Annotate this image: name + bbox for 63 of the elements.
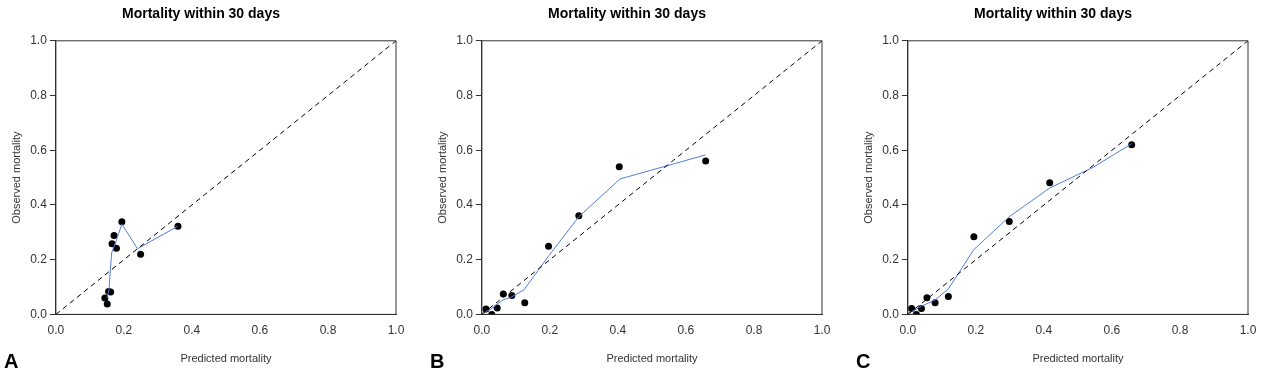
x-tick-label: 0.2 bbox=[541, 322, 559, 337]
point bbox=[103, 300, 111, 308]
text: B bbox=[430, 349, 445, 372]
x-tick-label: 0.6 bbox=[251, 322, 269, 337]
point bbox=[137, 250, 145, 258]
y-tick-label: 0.0 bbox=[882, 306, 900, 321]
x-axis-title: Predicted mortality bbox=[1032, 352, 1124, 365]
x-axis-title: Predicted mortality bbox=[180, 352, 272, 365]
point bbox=[493, 304, 501, 312]
point bbox=[944, 293, 952, 301]
text: C bbox=[856, 349, 871, 372]
x-tick-label: 0.2 bbox=[115, 322, 133, 337]
x-tick-label: 1.0 bbox=[1239, 322, 1257, 337]
text: A bbox=[4, 349, 19, 372]
point bbox=[702, 157, 710, 165]
y-tick-label: 0.0 bbox=[456, 306, 474, 321]
x-tick-label: 0.8 bbox=[1171, 322, 1189, 337]
y-axis-title: Observed mortality bbox=[861, 130, 874, 224]
y-tick-label: 1.0 bbox=[30, 33, 48, 48]
chart-title: Mortality within 30 days bbox=[122, 5, 281, 22]
point bbox=[499, 290, 507, 298]
y-tick-label: 0.2 bbox=[456, 251, 474, 266]
y-tick-label: 1.0 bbox=[456, 33, 474, 48]
x-tick-label: 0.6 bbox=[1103, 322, 1121, 337]
x-tick-label: 0.8 bbox=[745, 322, 763, 337]
point bbox=[1005, 217, 1013, 225]
y-axis-title: Observed mortality bbox=[435, 130, 448, 224]
y-tick-label: 0.2 bbox=[30, 251, 48, 266]
x-tick-label: 0.0 bbox=[47, 322, 65, 337]
point bbox=[521, 299, 529, 307]
chart-title: Mortality within 30 days bbox=[548, 5, 707, 22]
point bbox=[615, 163, 623, 171]
x-tick-label: 0.4 bbox=[183, 322, 201, 337]
point bbox=[970, 233, 978, 241]
y-tick-label: 0.8 bbox=[882, 87, 900, 102]
x-axis-title: Predicted mortality bbox=[606, 352, 698, 365]
y-tick-label: 0.6 bbox=[882, 142, 900, 157]
y-tick-label: 0.0 bbox=[30, 306, 48, 321]
x-tick-label: 0.0 bbox=[473, 322, 491, 337]
x-tick-label: 0.6 bbox=[677, 322, 695, 337]
point bbox=[1046, 179, 1054, 187]
x-tick-label: 0.8 bbox=[319, 322, 337, 337]
point bbox=[545, 242, 553, 250]
x-tick-label: 1.0 bbox=[813, 322, 831, 337]
y-tick-label: 1.0 bbox=[882, 33, 900, 48]
y-tick-label: 0.6 bbox=[456, 142, 474, 157]
point bbox=[118, 218, 126, 226]
x-tick-label: 0.0 bbox=[899, 322, 917, 337]
x-tick-label: 1.0 bbox=[387, 322, 405, 337]
y-axis-title: Observed mortality bbox=[9, 130, 22, 224]
y-tick-label: 0.4 bbox=[882, 197, 900, 212]
point bbox=[923, 294, 931, 302]
y-tick-label: 0.2 bbox=[882, 251, 900, 266]
x-tick-label: 0.2 bbox=[967, 322, 985, 337]
x-tick-label: 0.4 bbox=[1035, 322, 1053, 337]
y-tick-label: 0.6 bbox=[30, 142, 48, 157]
y-tick-label: 0.8 bbox=[456, 87, 474, 102]
point bbox=[110, 232, 118, 240]
y-tick-label: 0.4 bbox=[30, 197, 48, 212]
chart-title: Mortality within 30 days bbox=[974, 5, 1133, 22]
y-tick-label: 0.8 bbox=[30, 87, 48, 102]
y-tick-label: 0.4 bbox=[456, 197, 474, 212]
x-tick-label: 0.4 bbox=[609, 322, 627, 337]
